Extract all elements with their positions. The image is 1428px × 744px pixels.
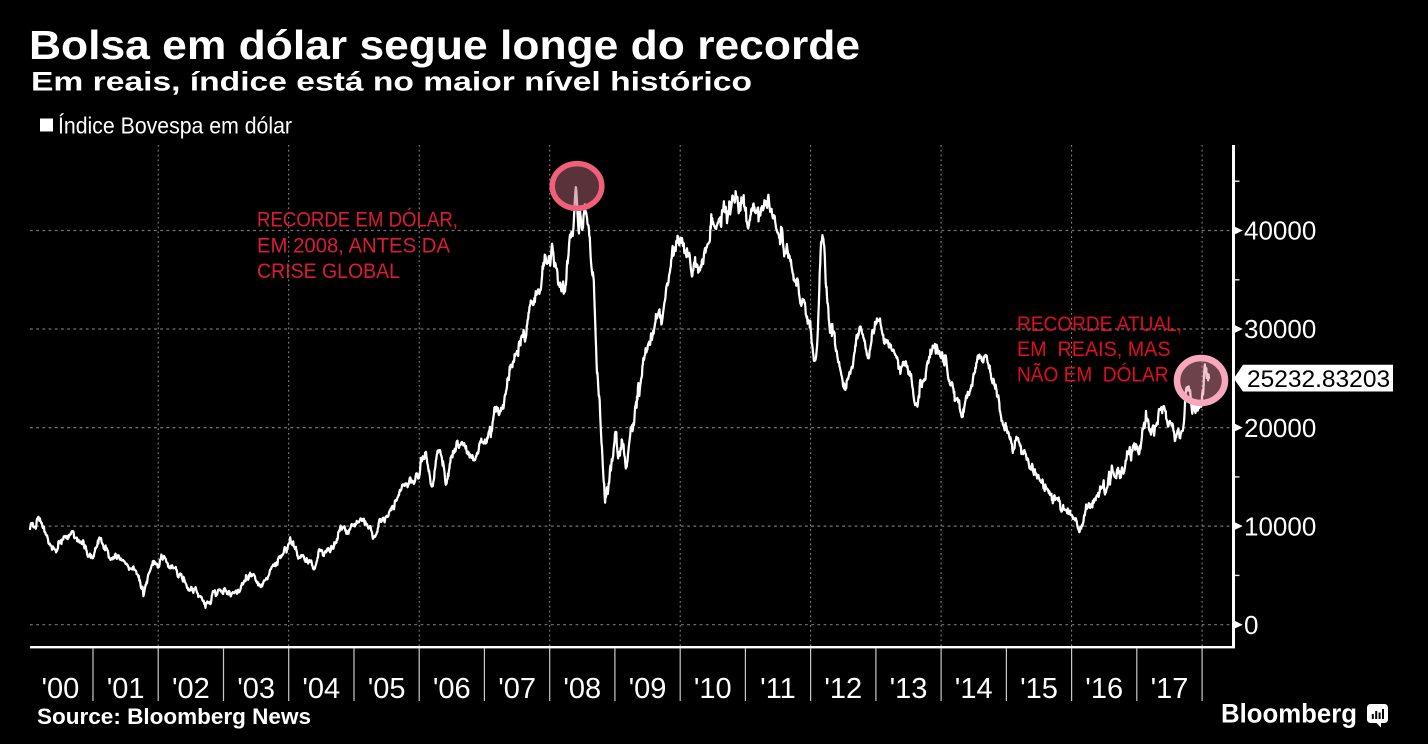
svg-text:Bolsa em dólar segue longe do: Bolsa em dólar segue longe do recorde <box>29 22 860 68</box>
svg-text:EM REAIS, MAS: EM REAIS, MAS <box>1017 338 1171 361</box>
svg-text:'14: '14 <box>955 673 993 705</box>
svg-text:'15: '15 <box>1020 673 1058 705</box>
svg-text:RECORDE ATUAL,: RECORDE ATUAL, <box>1017 313 1182 336</box>
svg-text:'00: '00 <box>42 673 80 705</box>
svg-text:'08: '08 <box>563 673 601 705</box>
svg-text:Índice Bovespa em dólar: Índice Bovespa em dólar <box>58 113 292 139</box>
svg-text:RECORDE EM DÓLAR,: RECORDE EM DÓLAR, <box>257 207 458 232</box>
svg-text:'04: '04 <box>302 673 340 705</box>
svg-text:'05: '05 <box>368 673 406 705</box>
svg-text:'10: '10 <box>694 673 732 705</box>
svg-text:Source: Bloomberg News: Source: Bloomberg News <box>37 704 311 729</box>
svg-text:25232.83203: 25232.83203 <box>1247 366 1390 393</box>
svg-text:'11: '11 <box>760 673 796 705</box>
svg-text:0: 0 <box>1244 610 1258 640</box>
svg-text:NÃO EM DÓLAR: NÃO EM DÓLAR <box>1017 362 1169 386</box>
svg-text:'06: '06 <box>433 673 471 705</box>
svg-text:Bloomberg: Bloomberg <box>1221 699 1357 729</box>
svg-text:10000: 10000 <box>1244 511 1316 541</box>
svg-text:40000: 40000 <box>1244 216 1316 246</box>
svg-text:'01: '01 <box>107 673 145 705</box>
svg-text:'12: '12 <box>824 673 862 705</box>
svg-text:EM 2008, ANTES DA: EM 2008, ANTES DA <box>257 233 451 257</box>
svg-text:'09: '09 <box>629 673 667 705</box>
svg-text:'17: '17 <box>1151 673 1189 705</box>
svg-text:'13: '13 <box>890 673 928 705</box>
svg-text:30000: 30000 <box>1244 314 1316 344</box>
svg-text:'03: '03 <box>237 673 275 705</box>
svg-text:'16: '16 <box>1085 673 1123 705</box>
svg-text:'02: '02 <box>172 673 210 705</box>
svg-text:20000: 20000 <box>1244 413 1316 443</box>
svg-text:CRISE GLOBAL: CRISE GLOBAL <box>257 259 400 283</box>
svg-text:Em reais, índice está no maior: Em reais, índice está no maior nível his… <box>31 67 752 97</box>
svg-text:'07: '07 <box>498 673 536 705</box>
